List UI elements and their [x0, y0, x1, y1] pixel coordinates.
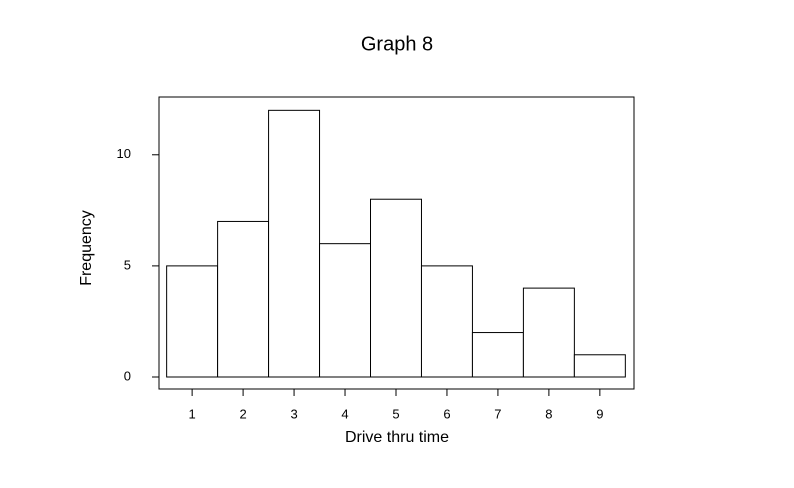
plot-frame: [158, 96, 635, 390]
x-tick-label: 6: [443, 406, 450, 421]
x-tick-label: 5: [392, 406, 399, 421]
y-tick-label: 10: [117, 146, 131, 161]
y-axis-label: Frequency: [78, 210, 95, 286]
x-tick-label: 4: [341, 406, 348, 421]
chart-title: Graph 8: [361, 33, 433, 55]
x-tick-label: 7: [494, 406, 501, 421]
x-tick-label: 2: [239, 406, 246, 421]
bar: [319, 243, 372, 378]
x-tick-label: 8: [545, 406, 552, 421]
x-tick-label: 9: [596, 406, 603, 421]
y-tick-label: 5: [124, 257, 131, 272]
bar: [268, 109, 321, 378]
bar: [217, 220, 270, 378]
bar: [166, 265, 219, 378]
bar: [471, 332, 524, 378]
bar: [522, 287, 575, 378]
bar: [573, 354, 626, 378]
y-tick-label: 0: [124, 368, 131, 383]
bar: [420, 265, 473, 378]
x-tick-label: 1: [189, 406, 196, 421]
x-axis-label: Drive thru time: [345, 429, 449, 446]
x-tick-label: 3: [290, 406, 297, 421]
bar: [370, 198, 422, 378]
